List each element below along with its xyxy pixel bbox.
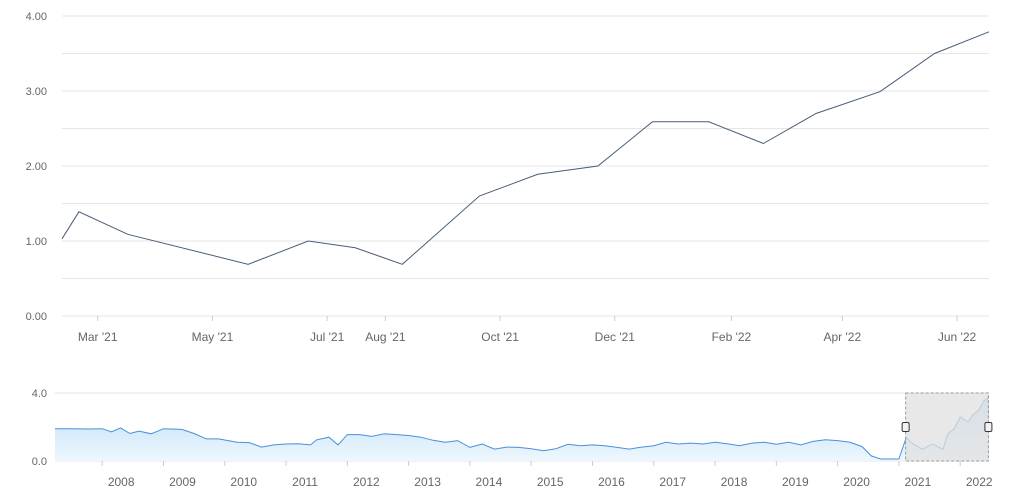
navigator-x-tick-label: 2021 [905, 475, 932, 489]
main-gridlines [62, 15, 989, 317]
navigator-x-tick-label: 2017 [659, 475, 686, 489]
navigator-x-tick-label: 2015 [537, 475, 564, 489]
navigator-right-handle[interactable] [984, 422, 993, 432]
navigator-x-tick-label: 2010 [230, 475, 257, 489]
main-series-line [61, 31, 990, 265]
navigator-x-tick-label: 2011 [292, 475, 318, 489]
navigator-x-tick-label: 2009 [169, 475, 196, 489]
navigator-selected-range[interactable] [905, 392, 989, 462]
main-y-axis: 0.00 1.00 2.00 3.00 4.00 [26, 11, 47, 323]
navigator-line [55, 396, 990, 460]
main-x-tick-label: May '21 [192, 330, 234, 344]
navigator-x-tick-label: 2022 [966, 475, 993, 489]
navigator-x-tick-label: 2012 [353, 475, 380, 489]
main-x-tick-label: Jul '21 [310, 330, 345, 344]
navigator-x-tick-label: 2008 [108, 475, 135, 489]
main-x-tick-label: Feb '22 [712, 330, 752, 344]
navigator-area [55, 396, 989, 461]
main-x-tick-label: Dec '21 [595, 330, 636, 344]
main-y-tick-label: 1.00 [26, 236, 47, 248]
navigator-x-axis: 2008 2009 2010 2011 2012 2013 2014 2015 2016 2017… [101, 461, 993, 489]
navigator-y-tick-label: 0.0 [32, 456, 47, 468]
main-x-axis: Mar '21 May '21 Jul '21 Aug '21 Oct '21 Dec '… [78, 316, 977, 344]
navigator-y-axis: 0.0 4.0 [32, 388, 47, 468]
main-x-tick-label: Jun '22 [938, 330, 977, 344]
navigator-x-tick-label: 2016 [598, 475, 625, 489]
main-x-tick-label: Oct '21 [481, 330, 519, 344]
navigator-y-tick-label: 4.0 [32, 388, 47, 400]
main-y-tick-label: 0.00 [26, 311, 47, 323]
navigator-x-tick-label: 2013 [414, 475, 441, 489]
navigator-x-tick-label: 2019 [782, 475, 809, 489]
main-x-tick-label: Mar '21 [78, 330, 118, 344]
main-x-tick-label: Apr '22 [824, 330, 862, 344]
navigator-x-tick-label: 2014 [476, 475, 503, 489]
navigator-left-handle[interactable] [901, 422, 910, 432]
main-x-tick-label: Aug '21 [365, 330, 406, 344]
main-y-tick-label: 3.00 [26, 86, 47, 98]
main-y-tick-label: 2.00 [26, 161, 47, 173]
navigator-x-tick-label: 2018 [721, 475, 748, 489]
main-y-tick-label: 4.00 [26, 11, 47, 23]
navigator-x-tick-label: 2020 [843, 475, 870, 489]
